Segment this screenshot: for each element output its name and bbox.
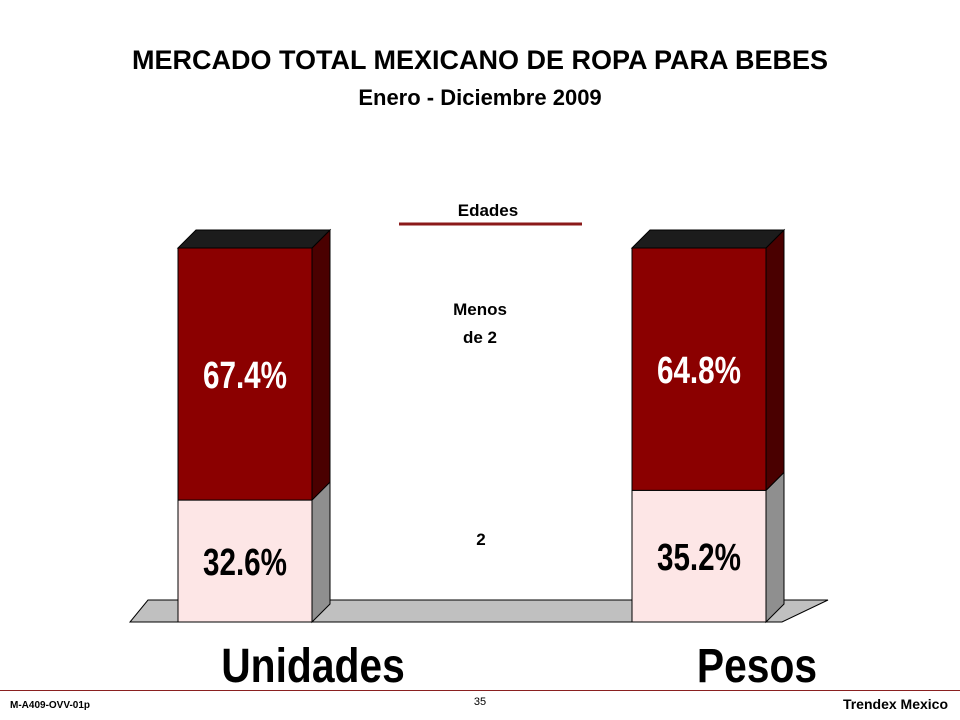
data-label-unidades-1: 67.4% [203,355,287,397]
brand-name: Trendex Mexico [842,696,948,712]
bar-side-unidades-1 [311,228,331,502]
slide-title: MERCADO TOTAL MEXICANO DE ROPA PARA BEBE… [131,45,829,75]
category-label-unidades: Unidades [221,640,405,693]
data-label-pesos-0: 35.2% [657,537,741,579]
bar-segment-unidades-0 [177,499,313,623]
footer-divider [0,690,960,691]
bar-segment-pesos-1 [631,247,767,491]
category-label-pesos: Pesos [697,640,817,693]
bar-side-pesos-1 [765,228,785,492]
bar-top-unidades [176,229,332,249]
footer-code: M-A409-OVV-01p [10,700,91,711]
bar-segment-pesos-0 [631,489,767,623]
bar-segment-unidades-1 [177,247,313,501]
bar-side-unidades-0 [311,480,331,624]
legend: Edades Menos de 2 2 [399,201,582,549]
slide-subtitle: Enero - Diciembre 2009 [358,85,602,110]
bars-group: 32.6% 67.4% Unidades 35.2% 64.8% Pesos [176,228,817,693]
data-label-unidades-0: 32.6% [203,542,287,584]
bar-side-pesos-0 [765,471,785,624]
bar-top-pesos [630,229,786,249]
legend-item-label: Menos [453,300,507,319]
page-number: 35 [473,696,487,708]
data-label-pesos-1: 64.8% [657,350,741,392]
legend-heading: Edades [458,201,518,220]
legend-item-label: de 2 [463,328,497,347]
legend-item-label: 2 [476,530,485,549]
